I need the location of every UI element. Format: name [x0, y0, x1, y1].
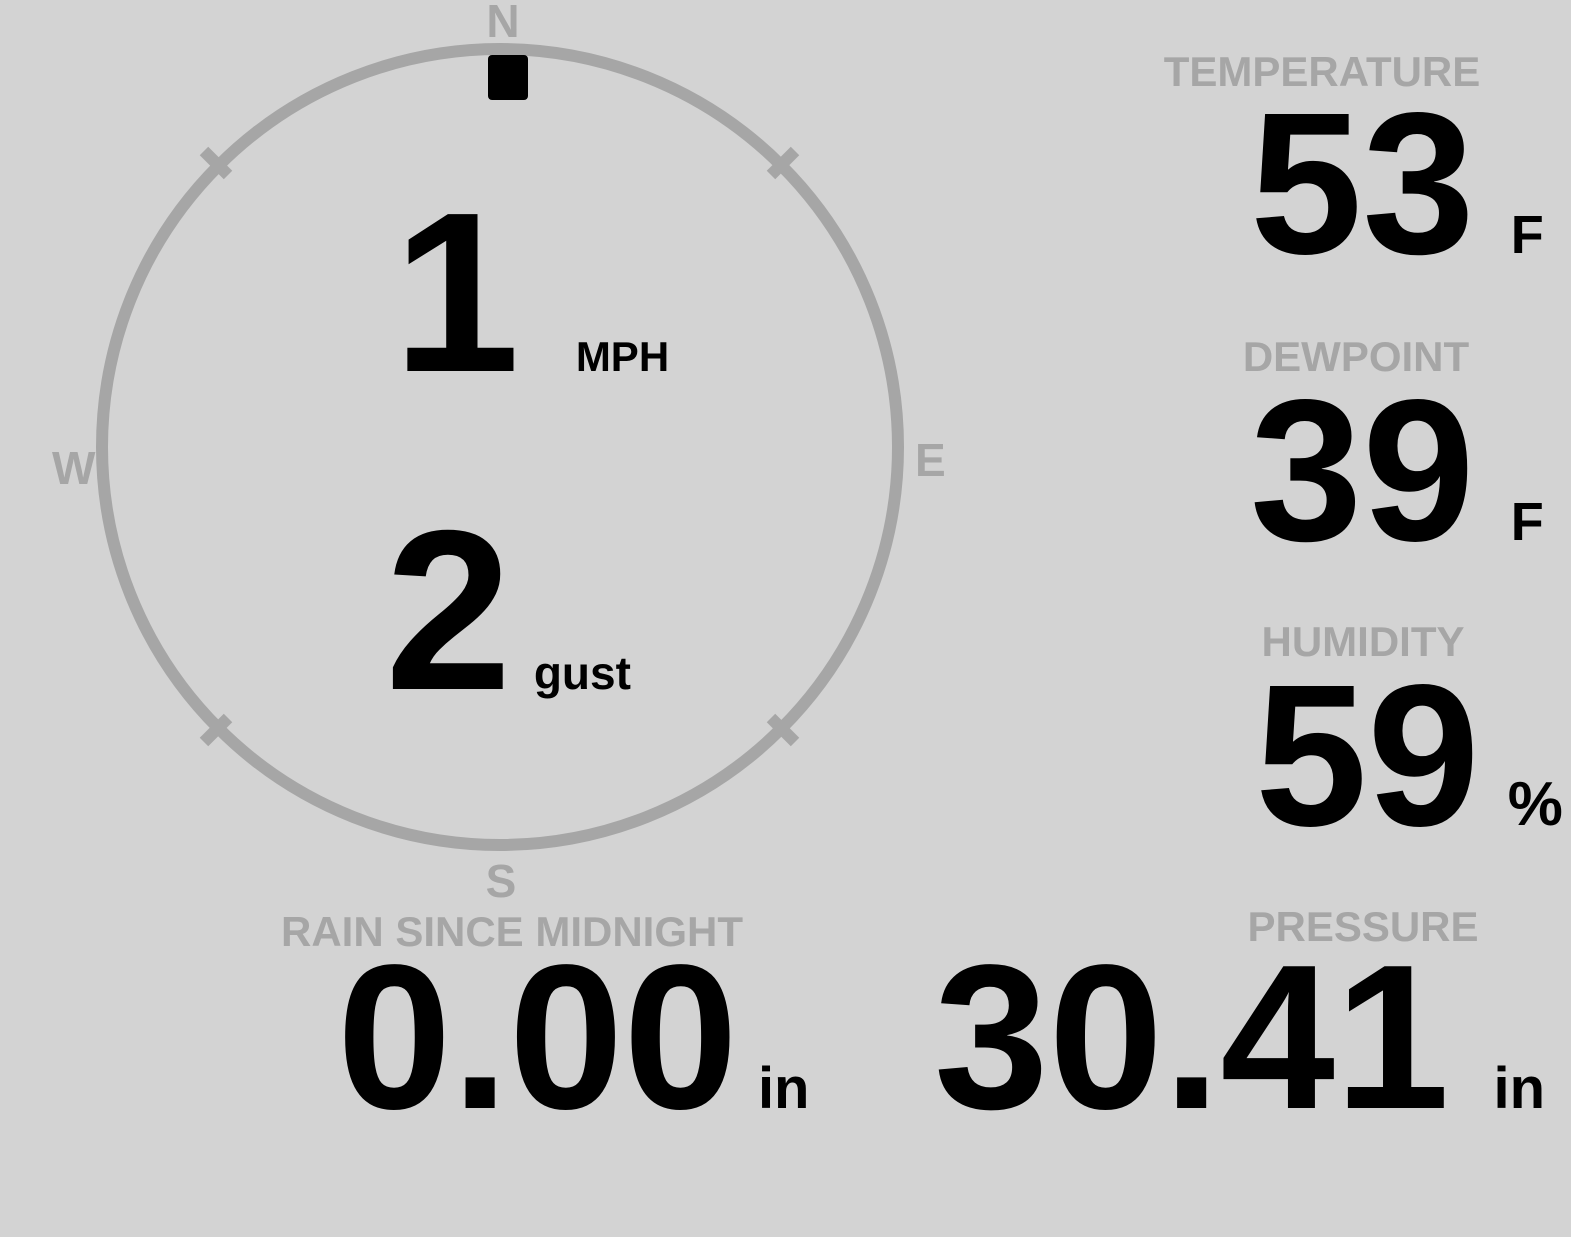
rain-value: 0.00 [337, 922, 738, 1152]
wind-speed-value: 1 [393, 166, 520, 420]
humidity-value: 59 [1255, 642, 1480, 868]
rain-label: RAIN SINCE MIDNIGHT [281, 908, 743, 955]
wind-direction-marker-icon [488, 55, 528, 100]
wind-speed: 1 MPH [393, 179, 669, 407]
compass-label-west: W [52, 442, 96, 494]
pressure-value: 30.41 [934, 922, 1450, 1152]
wind-speed-unit: MPH [575, 333, 670, 380]
wind-gust-value: 2 [385, 484, 512, 738]
pressure-label: PRESSURE [1247, 903, 1479, 950]
temperature-label: TEMPERATURE [1163, 48, 1481, 95]
humidity-unit: % [1507, 770, 1563, 839]
dewpoint-label: DEWPOINT [1242, 333, 1470, 380]
dewpoint-unit: F [1510, 492, 1544, 552]
rain-reading: 0.00 in [337, 934, 809, 1140]
humidity-label: HUMIDITY [1261, 618, 1465, 665]
temperature-reading: 53 F [1250, 82, 1544, 284]
pressure-reading: 30.41 in [934, 934, 1545, 1140]
compass-label-north: N [486, 0, 520, 47]
humidity-reading: 59 % [1255, 654, 1563, 856]
rain-unit: in [757, 1056, 810, 1121]
temperature-unit: F [1510, 205, 1544, 265]
compass-label-south: S [485, 855, 517, 907]
compass-label-east: E [915, 434, 946, 486]
dewpoint-reading: 39 F [1250, 369, 1544, 571]
temperature-value: 53 [1250, 70, 1475, 296]
pressure-unit: in [1493, 1056, 1546, 1121]
wind-gust: 2 gust [385, 497, 631, 725]
wind-gust-unit: gust [533, 647, 631, 699]
dewpoint-value: 39 [1250, 357, 1475, 583]
